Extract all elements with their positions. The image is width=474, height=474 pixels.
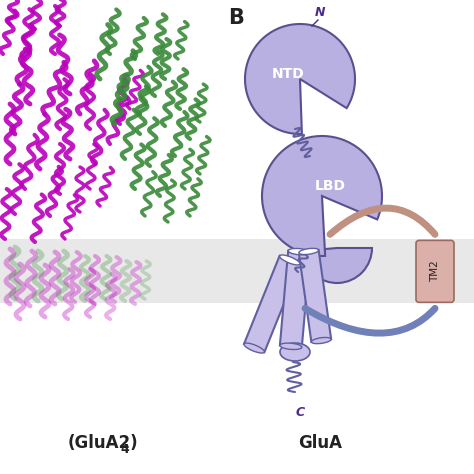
Text: GluA: GluA <box>298 434 342 452</box>
Text: N: N <box>315 6 325 19</box>
Text: B: B <box>228 8 244 28</box>
Wedge shape <box>262 136 382 256</box>
Ellipse shape <box>288 248 310 255</box>
Text: (GluA2): (GluA2) <box>68 434 138 452</box>
Text: C: C <box>295 406 305 419</box>
Ellipse shape <box>299 248 319 255</box>
Ellipse shape <box>280 343 302 349</box>
Polygon shape <box>0 239 474 303</box>
Ellipse shape <box>280 255 300 265</box>
Text: TM2: TM2 <box>430 261 440 282</box>
Polygon shape <box>280 251 310 347</box>
Polygon shape <box>299 250 331 342</box>
Ellipse shape <box>311 337 331 344</box>
FancyBboxPatch shape <box>416 240 454 302</box>
Wedge shape <box>302 248 372 283</box>
Wedge shape <box>245 24 355 134</box>
Ellipse shape <box>244 343 264 353</box>
Ellipse shape <box>280 343 310 361</box>
Text: LBD: LBD <box>315 179 346 193</box>
Polygon shape <box>244 256 300 352</box>
Text: 4: 4 <box>120 443 129 456</box>
Text: NTD: NTD <box>272 67 304 81</box>
